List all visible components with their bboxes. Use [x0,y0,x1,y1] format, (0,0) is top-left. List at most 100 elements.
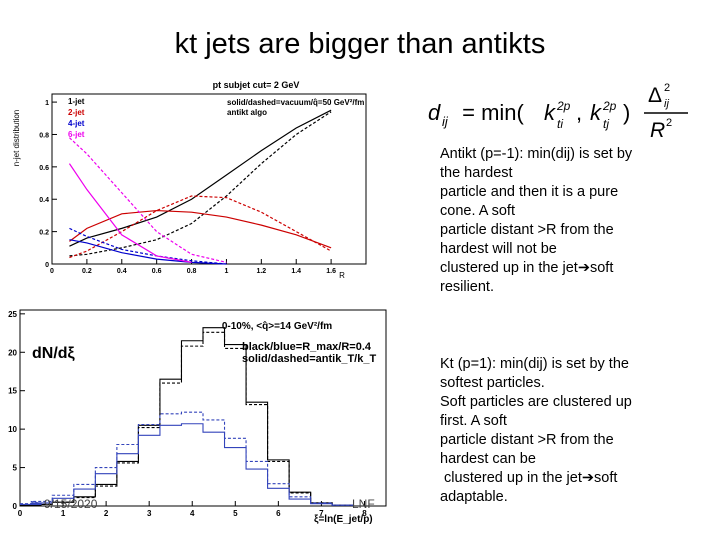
chart1-annotation-2: antikt algo [227,108,267,117]
xi-distribution-chart: 0-10%, <q̂>=14 GeV²/fm black/blue=R_max/… [2,300,402,530]
formula-delta-sub: ij [664,98,669,110]
plot-frame [51,93,367,265]
formula-k2-sub: tj [603,117,609,131]
y-tick-label: 5 [13,464,18,473]
chart2-annotation-2: solid/dashed=antik_T/k_T [242,353,376,365]
series-line [69,109,332,247]
series-line [69,195,332,259]
antikt-line: Antikt (p=-1): min(dij) is set by [440,146,633,162]
plot-frame [19,309,387,507]
x-tick-label: 1.4 [291,268,301,275]
antikt-line: particle distant >R from the [440,222,614,238]
x-tick-label: 0.4 [117,268,127,275]
x-tick-label: 5 [233,509,238,518]
x-tick-label: 1.2 [256,268,266,275]
formula-lhs-sub: ij [442,114,449,129]
formula-svg: d ij = min( k 2p ti , k 2p tj ) Δ 2 ij R… [428,82,688,142]
y-tick-label: 0.6 [39,165,49,172]
y-tick-label: 25 [8,310,17,319]
kt-explanation: Kt (p=1): min(dij) is set by the softest… [440,355,705,507]
legend-entry: 4-jet [68,119,85,128]
chart2-ylabel: dN/dξ [32,345,76,362]
formula-delta: Δ [648,84,662,107]
x-tick-label: 8 [362,509,367,518]
x-tick-label: 4 [190,509,195,518]
chart2-xlabel: ξ=ln(E_jet/p) [314,514,373,525]
x-tick-label: 2 [104,509,109,518]
legend-entry: 1-jet [68,97,85,106]
y-tick-label: 10 [8,425,17,434]
formula-k1-sup: 2p [556,99,571,113]
y-tick-label: 15 [8,387,17,396]
y-tick-label: 0 [45,262,49,269]
formula-k1-sub: ti [557,117,563,131]
kt-line: hardest can be [440,451,536,467]
x-tick-label: 0 [18,509,23,518]
kt-line: Kt (p=1): min(dij) is set by the [440,356,629,372]
antikt-line: particle and then it is a pure [440,184,619,200]
antikt-line: hardest will not be [440,241,557,257]
series-line [69,227,227,265]
y-tick-label: 0 [13,502,18,511]
legend-entry: 6-jet [68,130,85,139]
formula-r-sup: 2 [666,117,672,129]
kt-line: first. A soft [440,413,507,429]
antikt-line: the hardest [440,165,513,181]
series-line [69,239,227,265]
kt-line: clustered up in the jet➔soft [440,470,618,486]
x-tick-label: 3 [147,509,152,518]
y-tick-label: 0.4 [39,197,49,204]
formula-close: ) [623,100,630,125]
x-tick-label: 0.6 [152,268,162,275]
formula-comma: , [576,100,588,125]
x-tick-label: 6 [276,509,281,518]
antikt-line: cone. A soft [440,203,515,219]
kt-line: adaptable. [440,489,508,505]
antikt-line: resilient. [440,279,494,295]
chart2-annotation-1: black/blue=R_max/R=0.4 [242,341,372,353]
formula-lhs: d [428,100,441,125]
x-tick-label: 1.6 [326,268,336,275]
series-line [20,423,354,506]
y-tick-label: 0.2 [39,230,49,237]
chart1-annotation-1: solid/dashed=vacuum/q̂=50 GeV²/fm [227,98,364,107]
njet-distribution-chart: pt subjet cut= 2 GeV n-jet distribution … [10,78,370,300]
footer-org: LNF [352,497,375,511]
x-tick-label: 1 [61,509,66,518]
x-tick-label: 0.8 [187,268,197,275]
formula-k2-sup: 2p [602,99,617,113]
legend-entry: 2-jet [68,108,85,117]
series-line [69,111,332,257]
x-tick-label: 0.2 [82,268,92,275]
chart1-title: pt subjet cut= 2 GeV [213,80,300,90]
kt-line: particle distant >R from the [440,432,614,448]
y-tick-label: 0.8 [39,132,49,139]
dij-formula: d ij = min( k 2p ti , k 2p tj ) Δ 2 ij R… [426,74,696,146]
formula-min: = min( [456,100,525,125]
series-line [20,411,354,506]
kt-line: Soft particles are clustered up [440,394,632,410]
series-line [69,137,227,263]
formula-k1: k [544,100,556,125]
chart1-ylabel: n-jet distribution [12,110,21,166]
kt-line: softest particles. [440,375,545,391]
njet-chart-svg: pt subjet cut= 2 GeV n-jet distribution … [12,80,367,280]
x-tick-label: 0 [50,268,54,275]
y-tick-label: 1 [45,100,49,107]
formula-k2: k [590,100,602,125]
antikt-line: clustered up in the jet➔soft [440,260,614,276]
formula-r: R [650,119,665,142]
chart1-xlabel: R [339,271,345,280]
antikt-explanation: Antikt (p=-1): min(dij) is set by the ha… [440,145,705,297]
xi-chart-svg: 0-10%, <q̂>=14 GeV²/fm black/blue=R_max/… [8,309,387,525]
formula-delta-sup: 2 [664,82,670,94]
x-tick-label: 7 [319,509,324,518]
footer-date: 9/15/2020 [44,497,98,511]
x-tick-label: 1 [224,268,228,275]
series-line [68,163,192,263]
y-tick-label: 20 [8,348,17,357]
series-line [20,331,354,506]
slide-title: kt jets are bigger than antikts [174,28,546,60]
series-line [69,209,332,249]
chart2-title: 0-10%, <q̂>=14 GeV²/fm [222,321,332,332]
